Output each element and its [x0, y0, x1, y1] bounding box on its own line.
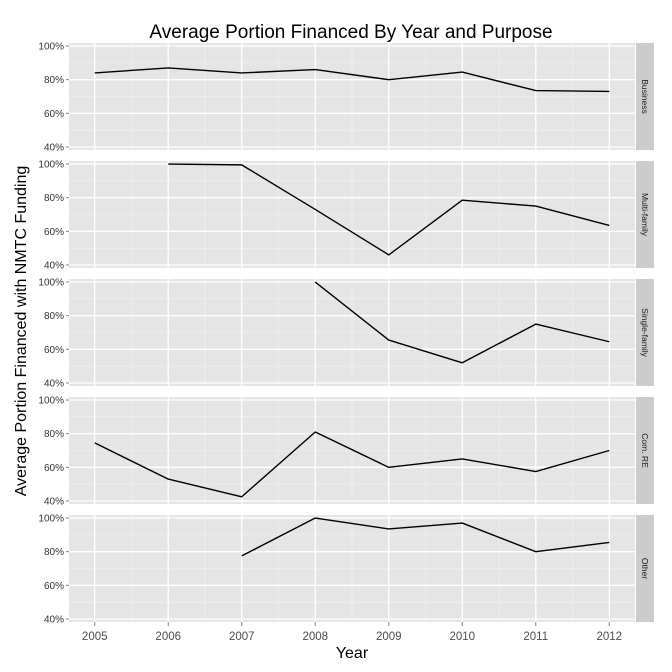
y-tick-label: 100% — [38, 160, 64, 171]
facet-strip — [636, 161, 654, 268]
y-tick-label: 100% — [38, 42, 64, 53]
data-point — [387, 527, 390, 530]
facet-panel: 40% 60% 80% 100% Other — [38, 514, 654, 625]
facet-strip-label: Other — [640, 558, 650, 579]
data-point — [387, 339, 390, 342]
y-tick-label: 80% — [44, 311, 64, 322]
y-tick-label: 60% — [44, 463, 64, 474]
data-point — [534, 470, 537, 473]
facet-panel: 40% 60% 80% 100% Single-family — [38, 278, 654, 389]
data-point — [461, 199, 464, 202]
facet-strip-label: Business — [640, 79, 650, 114]
data-point — [387, 78, 390, 81]
y-tick-label: 60% — [44, 581, 64, 592]
data-point — [608, 541, 611, 544]
y-tick-label: 40% — [44, 496, 64, 507]
facet-strip-label: Com. RE — [640, 433, 650, 468]
y-tick-label: 60% — [44, 227, 64, 238]
y-tick-label: 40% — [44, 378, 64, 389]
data-point — [534, 205, 537, 208]
data-point — [608, 449, 611, 452]
y-tick-label: 80% — [44, 547, 64, 558]
data-point — [314, 208, 317, 211]
data-point — [167, 163, 170, 166]
data-point — [314, 517, 317, 520]
facet-panels: 40% 60% 80% 100% Business 40% 60% 80% 100% Multi-… — [38, 42, 654, 625]
data-point — [167, 66, 170, 69]
x-axis-title: Year — [336, 645, 369, 662]
facet-panel: 40% 60% 80% 100% Business — [38, 42, 654, 153]
data-point — [93, 71, 96, 74]
y-tick-label: 60% — [44, 345, 64, 356]
y-axis-title: Average Portion Financed with NMTC Fundi… — [13, 166, 30, 497]
facet-strip — [636, 515, 654, 622]
data-point — [314, 430, 317, 433]
x-tick-label: 2009 — [376, 631, 402, 643]
facet-strip — [636, 397, 654, 504]
y-tick-label: 80% — [44, 193, 64, 204]
data-point — [534, 550, 537, 553]
facet-panel: 40% 60% 80% 100% Com. RE — [38, 396, 654, 507]
series-line — [94, 67, 610, 93]
facet-panel: 40% 60% 80% 100% Multi-family — [38, 160, 654, 271]
facet-strip — [636, 279, 654, 386]
data-point — [314, 281, 317, 284]
x-tick-label: 2010 — [449, 631, 475, 643]
data-point — [387, 466, 390, 469]
data-point — [461, 522, 464, 525]
data-point — [608, 90, 611, 93]
data-point — [93, 441, 96, 444]
y-tick-label: 80% — [44, 429, 64, 440]
y-tick-label: 100% — [38, 514, 64, 525]
data-point — [461, 457, 464, 460]
data-point — [534, 89, 537, 92]
facet-strip-label: Single-family — [640, 308, 650, 357]
data-point — [167, 478, 170, 481]
data-point — [534, 323, 537, 326]
data-point — [461, 361, 464, 364]
facet-strip — [636, 43, 654, 150]
y-tick-label: 80% — [44, 75, 64, 86]
series-line — [314, 281, 610, 364]
y-tick-label: 100% — [38, 278, 64, 289]
x-tick-label: 2012 — [596, 631, 622, 643]
series-line — [168, 163, 610, 256]
chart-title: Average Portion Financed By Year and Pur… — [149, 22, 552, 43]
data-point — [608, 224, 611, 227]
x-tick-label: 2006 — [155, 631, 181, 643]
x-axis: 2005 2006 2007 2008 2009 2010 2011 2012 — [82, 622, 622, 643]
x-tick-label: 2007 — [229, 631, 255, 643]
y-tick-label: 40% — [44, 260, 64, 271]
data-point — [240, 554, 243, 557]
series-line — [241, 517, 610, 557]
data-point — [240, 495, 243, 498]
x-tick-label: 2005 — [82, 631, 108, 643]
data-point — [387, 253, 390, 256]
x-tick-label: 2008 — [302, 631, 328, 643]
y-tick-label: 40% — [44, 142, 64, 153]
y-tick-label: 100% — [38, 396, 64, 407]
y-tick-label: 60% — [44, 109, 64, 120]
data-point — [461, 71, 464, 74]
data-point — [240, 71, 243, 74]
data-point — [608, 340, 611, 343]
x-tick-label: 2011 — [523, 631, 548, 643]
data-point — [240, 163, 243, 166]
series-line — [94, 431, 610, 498]
data-point — [314, 68, 317, 71]
facet-strip-label: Multi-family — [640, 193, 650, 237]
y-tick-label: 40% — [44, 614, 64, 625]
